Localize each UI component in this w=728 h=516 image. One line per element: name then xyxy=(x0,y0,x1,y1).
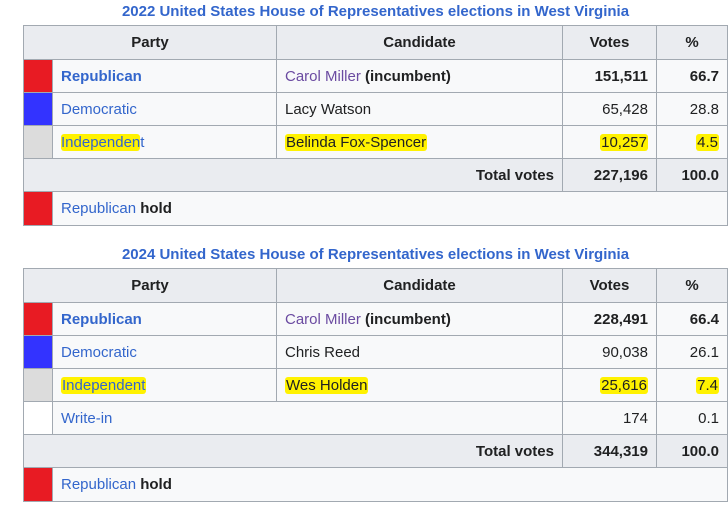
votes-cell: 174 xyxy=(562,401,657,435)
republican-color-swatch xyxy=(23,302,53,336)
total-percent-value: 100.0 xyxy=(656,434,728,468)
candidate-header: Candidate xyxy=(276,268,563,303)
independent-color-swatch xyxy=(23,368,53,402)
candidate-cell: Carol Miller (incumbent) xyxy=(276,59,563,93)
votes-cell: 65,428 xyxy=(562,92,657,126)
percent-header: % xyxy=(656,268,728,303)
party-link-independent-highlighted[interactable]: Independen xyxy=(61,133,141,151)
total-percent-value: 100.0 xyxy=(656,158,728,192)
votes-header: Votes xyxy=(562,268,657,303)
percent-highlighted: 4.5 xyxy=(696,133,719,151)
candidate-header: Candidate xyxy=(276,25,563,60)
party-cell[interactable]: Democratic xyxy=(52,92,277,126)
header-row: Party Candidate Votes % xyxy=(23,268,728,303)
votes-highlighted: 25,616 xyxy=(600,376,648,394)
candidate-cell: Lacy Watson xyxy=(276,92,563,126)
result-cell: Republican hold xyxy=(52,191,728,226)
candidate-cell: Chris Reed xyxy=(276,335,563,369)
percent-cell: 66.7 xyxy=(656,59,728,93)
table-row: Republican Carol Miller (incumbent) 228,… xyxy=(23,302,728,336)
table-row: Republican Carol Miller (incumbent) 151,… xyxy=(23,59,728,93)
total-votes-value: 227,196 xyxy=(562,158,657,192)
percent-cell: 0.1 xyxy=(656,401,728,435)
election-table-2022: Party Candidate Votes % Republican Carol… xyxy=(23,25,728,226)
party-link-independent-highlighted[interactable]: Independent xyxy=(61,376,147,394)
votes-highlighted: 10,257 xyxy=(600,133,648,151)
party-link-republican[interactable]: Republican xyxy=(61,310,142,328)
table-row: Democratic Lacy Watson 65,428 28.8 xyxy=(23,92,728,126)
votes-cell: 228,491 xyxy=(562,302,657,336)
total-votes-value: 344,319 xyxy=(562,434,657,468)
votes-cell: 90,038 xyxy=(562,335,657,369)
independent-color-swatch xyxy=(23,125,53,159)
percent-cell: 7.4 xyxy=(656,368,728,402)
candidate-name-highlighted: Belinda Fox-Spencer xyxy=(285,133,428,151)
party-cell[interactable]: Democratic xyxy=(52,335,277,369)
result-party-link[interactable]: Republican xyxy=(61,476,137,493)
total-row: Total votes 344,319 100.0 xyxy=(23,434,728,468)
total-row: Total votes 227,196 100.0 xyxy=(23,158,728,192)
candidate-link-carol-miller[interactable]: Carol Miller xyxy=(285,310,361,328)
votes-header: Votes xyxy=(562,25,657,60)
votes-cell: 25,616 xyxy=(562,368,657,402)
party-link-independent-rest[interactable]: t xyxy=(140,133,145,151)
total-votes-label: Total votes xyxy=(23,434,563,468)
democratic-color-swatch xyxy=(23,92,53,126)
votes-cell: 10,257 xyxy=(562,125,657,159)
total-votes-label: Total votes xyxy=(23,158,563,192)
election-table-2024: Party Candidate Votes % Republican Carol… xyxy=(23,268,728,502)
table-row: Democratic Chris Reed 90,038 26.1 xyxy=(23,335,728,369)
table-row: Write-in 174 0.1 xyxy=(23,401,728,435)
incumbent-label: (incumbent) xyxy=(360,67,451,85)
table-row: Independent Wes Holden 25,616 7.4 xyxy=(23,368,728,402)
percent-cell: 26.1 xyxy=(656,335,728,369)
party-cell[interactable]: Independent xyxy=(52,368,277,402)
candidate-link-carol-miller[interactable]: Carol Miller xyxy=(285,67,361,85)
party-cell[interactable]: Write-in xyxy=(52,401,563,435)
republican-color-swatch xyxy=(23,59,53,93)
party-cell[interactable]: Independent xyxy=(52,125,277,159)
candidate-cell: Wes Holden xyxy=(276,368,563,402)
party-cell[interactable]: Republican xyxy=(52,302,277,336)
party-header: Party xyxy=(23,268,277,303)
candidate-name-highlighted: Wes Holden xyxy=(285,376,369,394)
republican-color-swatch xyxy=(23,191,53,226)
table-caption-2022: 2022 United States House of Representati… xyxy=(121,3,630,20)
democratic-color-swatch xyxy=(23,335,53,369)
candidate-cell: Carol Miller (incumbent) xyxy=(276,302,563,336)
table-caption-2024: 2024 United States House of Representati… xyxy=(121,246,630,263)
candidate-cell: Belinda Fox-Spencer xyxy=(276,125,563,159)
party-cell[interactable]: Republican xyxy=(52,59,277,93)
party-header: Party xyxy=(23,25,277,60)
result-cell: Republican hold xyxy=(52,467,728,502)
votes-cell: 151,511 xyxy=(562,59,657,93)
percent-header: % xyxy=(656,25,728,60)
result-word: hold xyxy=(140,476,172,493)
table-row: Independent Belinda Fox-Spencer 10,257 4… xyxy=(23,125,728,159)
party-link-write-in[interactable]: Write-in xyxy=(61,409,113,427)
result-row: Republican hold xyxy=(23,191,728,226)
republican-color-swatch xyxy=(23,467,53,502)
percent-cell: 4.5 xyxy=(656,125,728,159)
percent-cell: 28.8 xyxy=(656,92,728,126)
result-party-link[interactable]: Republican xyxy=(61,200,137,217)
party-link-republican[interactable]: Republican xyxy=(61,67,142,85)
percent-cell: 66.4 xyxy=(656,302,728,336)
party-link-democratic[interactable]: Democratic xyxy=(61,343,137,361)
percent-highlighted: 7.4 xyxy=(696,376,719,394)
party-link-democratic[interactable]: Democratic xyxy=(61,100,137,118)
write-in-color-swatch xyxy=(23,401,53,435)
result-row: Republican hold xyxy=(23,467,728,502)
header-row: Party Candidate Votes % xyxy=(23,25,728,60)
incumbent-label: (incumbent) xyxy=(360,310,451,328)
result-word: hold xyxy=(140,200,172,217)
